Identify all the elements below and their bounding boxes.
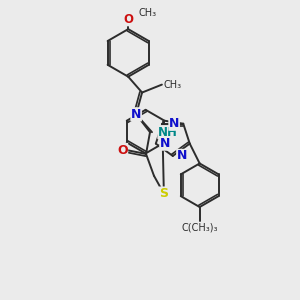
Text: N: N <box>169 117 179 130</box>
Text: O: O <box>123 13 133 26</box>
Text: N: N <box>177 149 187 162</box>
Text: CH₃: CH₃ <box>138 8 156 18</box>
Text: NH: NH <box>158 126 178 139</box>
Text: N: N <box>131 108 141 121</box>
Text: CH₃: CH₃ <box>164 80 182 90</box>
Text: O: O <box>117 143 128 157</box>
Text: S: S <box>159 187 168 200</box>
Text: N: N <box>160 137 170 150</box>
Text: C(CH₃)₃: C(CH₃)₃ <box>182 223 218 233</box>
